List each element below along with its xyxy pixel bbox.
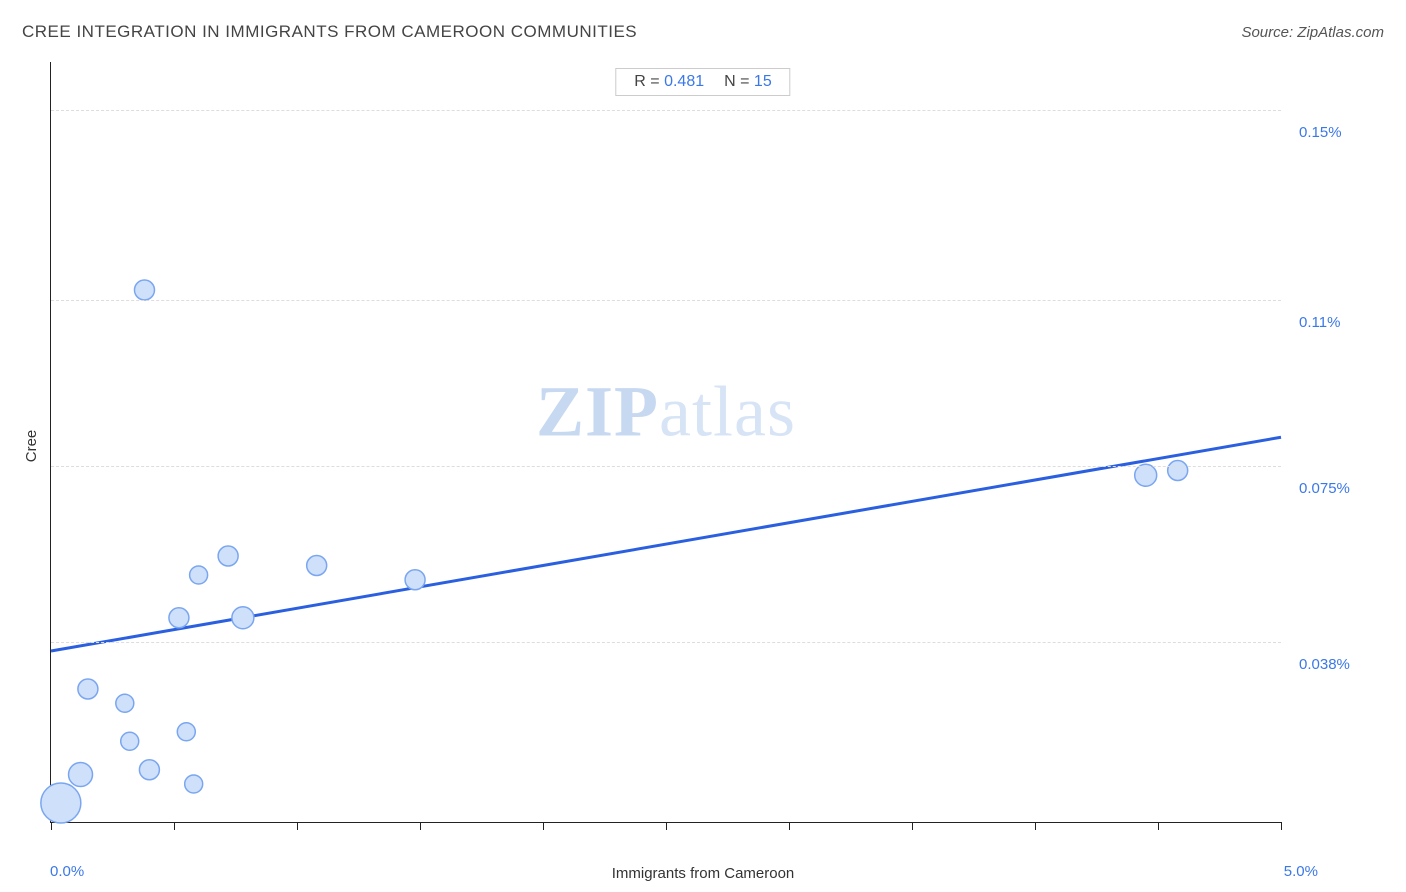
data-point xyxy=(116,694,134,712)
x-tick xyxy=(1035,822,1036,830)
data-point xyxy=(69,763,93,787)
data-point xyxy=(134,280,154,300)
x-max-label: 5.0% xyxy=(1284,863,1318,880)
data-point xyxy=(218,546,238,566)
data-point xyxy=(185,775,203,793)
stats-box: R = 0.481 N = 15 xyxy=(615,68,790,96)
data-point xyxy=(1135,464,1157,486)
gridline xyxy=(51,642,1281,643)
data-point xyxy=(190,566,208,584)
x-tick xyxy=(297,822,298,830)
x-tick xyxy=(1281,822,1282,830)
y-tick-label: 0.15% xyxy=(1299,124,1379,141)
x-tick xyxy=(1158,822,1159,830)
r-stat: R = 0.481 xyxy=(634,73,704,91)
x-tick xyxy=(543,822,544,830)
x-tick xyxy=(174,822,175,830)
x-tick xyxy=(789,822,790,830)
x-tick xyxy=(420,822,421,830)
gridline xyxy=(51,466,1281,467)
scatter-chart: ZIPatlas 0.038%0.075%0.11%0.15% xyxy=(50,62,1281,823)
r-label: R = xyxy=(634,73,659,90)
gridline xyxy=(51,300,1281,301)
data-point xyxy=(405,570,425,590)
y-axis-title: Cree xyxy=(23,430,40,463)
gridline xyxy=(51,110,1281,111)
data-point xyxy=(177,723,195,741)
y-tick-label: 0.038% xyxy=(1299,656,1379,673)
data-point xyxy=(78,679,98,699)
x-min-label: 0.0% xyxy=(50,863,84,880)
plot-svg xyxy=(51,62,1281,822)
page-title: CREE INTEGRATION IN IMMIGRANTS FROM CAME… xyxy=(22,22,637,42)
data-point xyxy=(169,608,189,628)
n-stat: N = 15 xyxy=(724,73,772,91)
y-tick-label: 0.11% xyxy=(1299,314,1379,331)
data-point xyxy=(307,556,327,576)
x-axis-title: Immigrants from Cameroon xyxy=(612,865,795,882)
data-point xyxy=(121,732,139,750)
n-value: 15 xyxy=(754,73,772,90)
data-point xyxy=(139,760,159,780)
y-tick-label: 0.075% xyxy=(1299,480,1379,497)
n-label: N = xyxy=(724,73,749,90)
x-tick xyxy=(912,822,913,830)
data-point xyxy=(1168,461,1188,481)
data-point xyxy=(232,607,254,629)
x-tick xyxy=(666,822,667,830)
r-value: 0.481 xyxy=(664,73,704,90)
x-tick xyxy=(51,822,52,830)
data-point xyxy=(41,783,81,823)
source-attribution: Source: ZipAtlas.com xyxy=(1241,24,1384,41)
